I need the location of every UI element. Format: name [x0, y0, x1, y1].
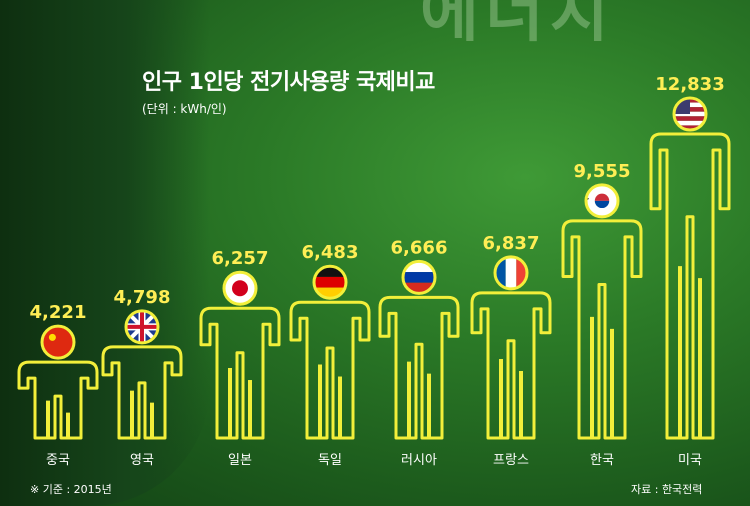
russia-flag: [404, 262, 434, 293]
uk-flag: [127, 311, 157, 342]
bar-figure: 6,483 독일: [289, 242, 371, 468]
korea-flag-blue: [594, 200, 610, 209]
russia-flag-white: [404, 262, 434, 273]
germany-flag-red: [315, 276, 345, 288]
bar-figure: 6,257 일본: [199, 248, 281, 468]
bar-figure: 9,555 한국: [561, 161, 643, 468]
bar-head-outline: [401, 259, 437, 295]
background-decoration-text: 에너지: [420, 0, 615, 51]
data-label: 9,555: [574, 161, 631, 182]
bar-head-outline: [222, 270, 258, 306]
bar-figure: 4,221 중국: [17, 302, 99, 468]
japan-flag-sun: [232, 280, 248, 297]
bar-head-outline: [124, 309, 160, 345]
germany-flag-gold: [315, 287, 345, 298]
category-label: 독일: [318, 453, 342, 468]
data-label: 6,257: [212, 248, 269, 269]
category-label: 한국: [590, 453, 614, 468]
korea-flag-red: [594, 193, 610, 201]
data-label: 6,837: [483, 233, 540, 254]
source-note: 자료 : 한국전력: [631, 483, 703, 496]
category-label: 러시아: [401, 453, 437, 468]
category-label: 일본: [228, 453, 252, 468]
russia-flag-red: [404, 282, 434, 293]
bar-body-outline: [378, 295, 460, 440]
bar-body-outline: [470, 291, 552, 440]
data-label: 4,221: [30, 302, 87, 323]
usa-flag: [675, 99, 705, 129]
china-flag: [43, 327, 73, 358]
bar-body-outline: [101, 345, 183, 440]
bar-figure: 4,798 영국: [101, 287, 183, 468]
france-flag: [496, 257, 526, 288]
bar-head-outline: [584, 183, 620, 219]
data-label: 12,833: [655, 74, 724, 95]
bar-body-outline: [199, 306, 281, 440]
bar-figure: 6,666 러시아: [378, 237, 460, 468]
bar-body-outline: [17, 360, 99, 440]
bar-head-outline: [312, 264, 348, 300]
footnote: ※ 기준 : 2015년: [30, 483, 112, 496]
data-label: 6,666: [391, 237, 448, 258]
korea-flag-trigram: [587, 197, 589, 202]
data-label: 6,483: [302, 242, 359, 263]
data-label: 4,798: [114, 287, 171, 308]
category-label: 영국: [130, 453, 154, 468]
category-label: 미국: [678, 453, 702, 468]
chart-title: 인구 1인당 전기사용량 국제비교: [142, 70, 435, 95]
germany-flag: [315, 267, 345, 298]
bar-body-outline: [561, 219, 643, 440]
france-flag-blue: [496, 257, 506, 288]
chart-unit: (단위 : kWh/인): [142, 102, 227, 116]
usa-flag-stripe: [675, 116, 705, 121]
germany-flag-black: [315, 267, 345, 277]
bar-head-outline: [40, 324, 76, 360]
usa-flag-stripe: [675, 125, 705, 129]
russia-flag-blue: [404, 272, 434, 283]
japan-flag: [225, 273, 255, 304]
bar-figure: 12,833 미국: [649, 74, 731, 468]
bar-figure: 6,837 프랑스: [470, 233, 552, 468]
category-label: 중국: [46, 453, 70, 468]
france-flag-white: [505, 257, 517, 288]
category-label: 프랑스: [493, 453, 529, 468]
uk-flag-v-red: [140, 311, 144, 342]
china-flag-field: [43, 327, 73, 358]
bar-body-outline: [289, 300, 371, 440]
korea-flag: [587, 185, 617, 216]
france-flag-red: [516, 257, 526, 288]
bar-head-outline: [672, 96, 708, 132]
bar-body-outline: [649, 132, 731, 440]
usa-flag-stripe: [675, 120, 705, 126]
bar-head-outline: [493, 255, 529, 291]
china-flag-star: [48, 333, 56, 341]
